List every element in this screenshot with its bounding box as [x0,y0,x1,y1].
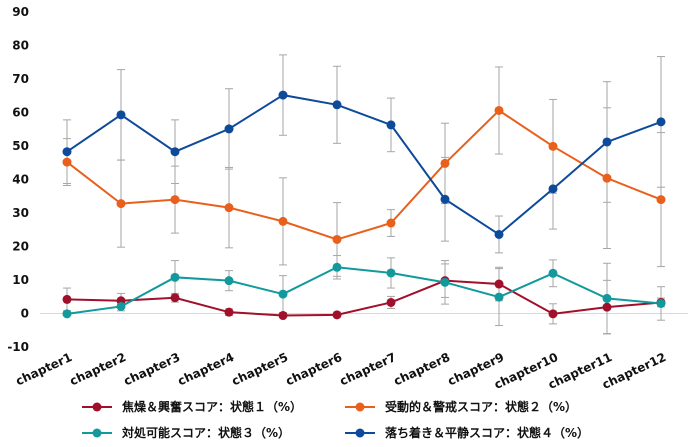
data-point-series-3 [494,292,504,302]
series-line-layer [66,94,662,317]
y-tick-label: 0 [21,307,29,321]
legend-marker [355,428,365,438]
y-tick-label: 20 [12,240,29,254]
data-point-series-1 [386,297,396,307]
legend-marker [92,428,102,438]
data-point-series-2 [278,216,288,226]
point-layer [62,90,666,321]
data-point-series-3 [386,268,396,278]
data-point-series-1 [332,310,342,320]
y-tick-label: 10 [12,273,29,287]
data-point-series-4 [62,147,72,157]
x-tick-label: chapter4 [176,350,237,388]
data-point-series-4 [116,110,126,120]
series-line-4 [66,94,662,236]
data-point-series-2 [440,158,450,168]
data-point-series-3 [224,276,234,286]
data-point-series-3 [440,277,450,287]
data-point-series-2 [386,218,396,228]
axis-layer: -100102030405060708090chapter1chapter2ch… [7,5,688,392]
data-point-series-1 [224,307,234,317]
y-tick-label: -10 [7,340,29,354]
data-point-series-1 [170,293,180,303]
legend-marker [355,402,365,412]
data-point-series-2 [224,203,234,213]
data-point-series-2 [332,234,342,244]
x-tick-label: chapter1 [14,350,75,388]
legend-item-1: 焦燥＆興奮スコア：状態１（%） [82,399,302,414]
y-tick-label: 50 [12,139,29,153]
x-tick-label: chapter6 [284,350,345,388]
data-point-series-2 [494,105,504,115]
data-point-series-3 [656,298,666,308]
legend-item-4: 落ち着き＆平静スコア：状態４（%） [345,425,589,440]
data-point-series-4 [278,90,288,100]
y-tick-label: 70 [12,72,29,86]
data-point-series-1 [62,294,72,304]
legend-label: 焦燥＆興奮スコア：状態１（%） [121,399,302,414]
legend: 焦燥＆興奮スコア：状態１（%） 受動的＆警戒スコア：状態２（%） 対処可能スコア：状… [82,399,589,440]
x-tick-label: chapter2 [68,350,129,388]
data-point-series-1 [602,302,612,312]
data-point-series-2 [548,141,558,151]
data-point-series-3 [278,289,288,299]
data-point-series-1 [278,311,288,321]
data-point-series-1 [494,279,504,289]
legend-label: 対処可能スコア：状態３（%） [121,425,290,440]
series-line-3 [66,266,662,315]
y-tick-label: 80 [12,39,29,53]
legend-label: 落ち着き＆平静スコア：状態４（%） [385,425,589,440]
x-tick-label: chapter8 [392,350,453,388]
y-tick-label: 60 [12,106,29,120]
data-point-series-4 [602,137,612,147]
data-point-series-2 [602,173,612,183]
data-point-series-3 [170,272,180,282]
error-bar-layer [63,54,665,335]
data-point-series-2 [656,195,666,205]
data-point-series-4 [332,100,342,110]
x-tick-label: chapter3 [122,350,183,388]
y-tick-label: 90 [12,5,29,19]
data-point-series-4 [440,194,450,204]
data-point-series-1 [548,309,558,319]
data-point-series-4 [386,120,396,130]
data-point-series-4 [494,229,504,239]
data-point-series-4 [548,184,558,194]
legend-marker [92,402,102,412]
data-point-series-3 [62,309,72,319]
x-tick-label: chapter7 [338,350,399,388]
data-point-series-2 [62,157,72,167]
legend-item-2: 受動的＆警戒スコア：状態２（%） [345,399,577,414]
y-tick-label: 30 [12,206,29,220]
x-tick-label: chapter5 [230,350,291,388]
y-tick-label: 40 [12,173,29,187]
data-point-series-3 [548,268,558,278]
data-point-series-2 [116,199,126,209]
data-point-series-3 [332,262,342,272]
legend-label: 受動的＆警戒スコア：状態２（%） [385,399,577,414]
series-line-1 [66,279,662,317]
data-point-series-4 [170,147,180,157]
data-point-series-3 [116,301,126,311]
series-line-2 [66,109,662,241]
data-point-series-4 [224,124,234,134]
data-point-series-2 [170,195,180,205]
data-point-series-3 [602,293,612,303]
data-point-series-4 [656,117,666,127]
legend-item-3: 対処可能スコア：状態３（%） [82,425,290,440]
